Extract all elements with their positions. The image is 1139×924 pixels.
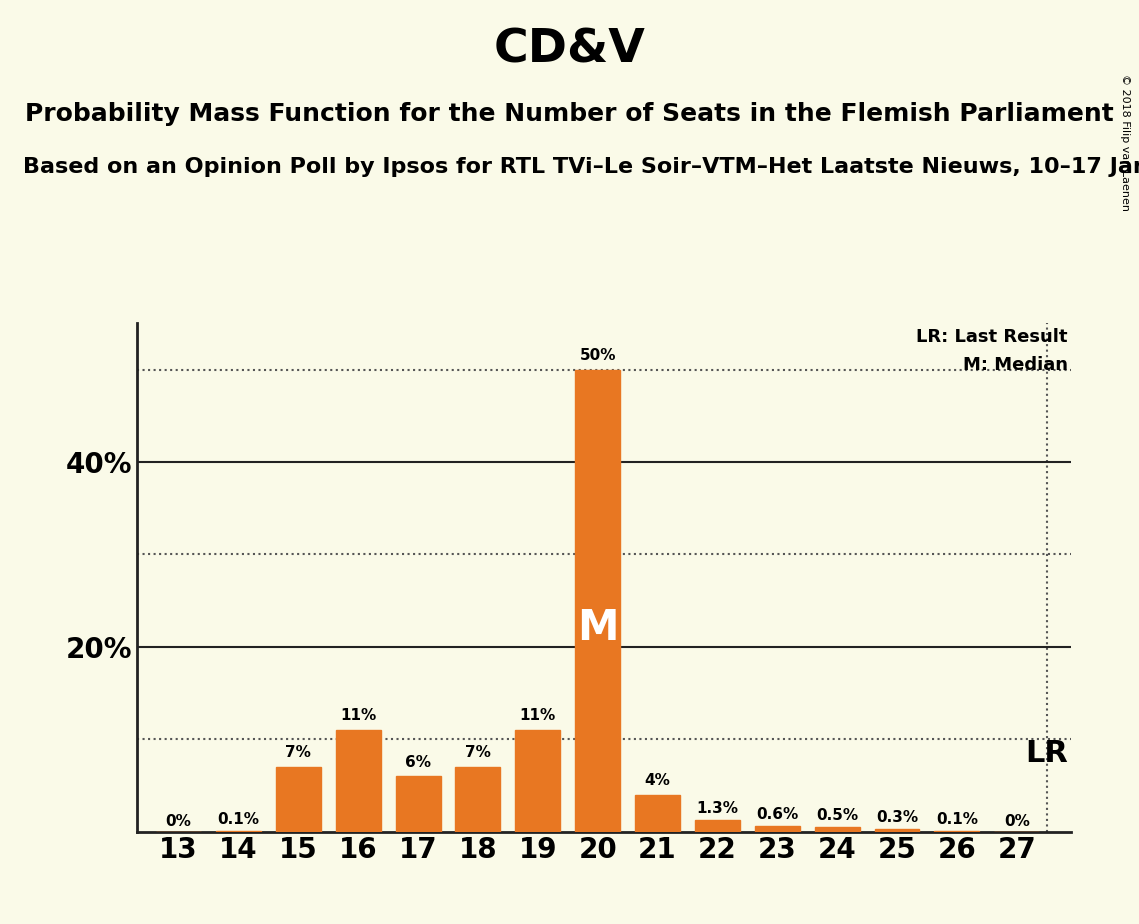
Bar	[216, 831, 261, 832]
Text: M: Median: M: Median	[962, 356, 1067, 373]
Bar	[336, 730, 380, 832]
Text: 0.5%: 0.5%	[817, 808, 858, 823]
Text: 11%: 11%	[519, 709, 556, 723]
Text: 0.6%: 0.6%	[756, 808, 798, 822]
Bar	[814, 827, 860, 832]
Text: 4%: 4%	[645, 773, 671, 788]
Text: 0%: 0%	[1003, 814, 1030, 829]
Text: M: M	[577, 607, 618, 650]
Text: 0%: 0%	[165, 814, 191, 829]
Bar	[456, 767, 500, 832]
Text: 7%: 7%	[286, 746, 311, 760]
Bar	[395, 776, 441, 832]
Bar	[636, 795, 680, 832]
Bar	[875, 829, 919, 832]
Text: 7%: 7%	[465, 746, 491, 760]
Text: 0.1%: 0.1%	[936, 812, 978, 827]
Bar	[575, 370, 620, 832]
Text: 1.3%: 1.3%	[696, 801, 738, 816]
Text: 0.3%: 0.3%	[876, 810, 918, 825]
Text: Probability Mass Function for the Number of Seats in the Flemish Parliament: Probability Mass Function for the Number…	[25, 102, 1114, 126]
Text: LR: Last Result: LR: Last Result	[916, 328, 1067, 346]
Bar	[515, 730, 560, 832]
Bar	[695, 820, 740, 832]
Text: 11%: 11%	[341, 709, 376, 723]
Bar	[276, 767, 321, 832]
Text: LR: LR	[1025, 738, 1067, 768]
Text: 6%: 6%	[405, 755, 431, 770]
Bar	[934, 831, 980, 832]
Text: © 2018 Filip van Laenen: © 2018 Filip van Laenen	[1121, 74, 1130, 211]
Bar	[755, 826, 800, 832]
Text: CD&V: CD&V	[493, 28, 646, 73]
Text: Based on an Opinion Poll by Ipsos for RTL TVi–Le Soir–VTM–Het Laatste Nieuws, 10: Based on an Opinion Poll by Ipsos for RT…	[23, 157, 1139, 177]
Text: 50%: 50%	[580, 348, 616, 363]
Text: 0.1%: 0.1%	[218, 812, 260, 827]
